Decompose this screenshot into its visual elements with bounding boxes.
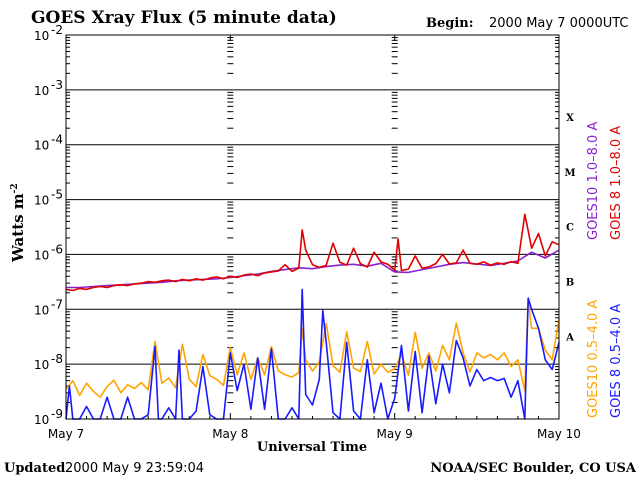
x-tick-label: May 7 (48, 427, 84, 441)
y-tick-exponent: -8 (51, 352, 63, 366)
series-line (65, 288, 560, 420)
flare-class-label: X (566, 113, 574, 124)
flare-class-label: A (565, 332, 574, 343)
legend-entry: GOES10 1.0–8.0 A (586, 122, 601, 240)
y-tick-exponent: -6 (51, 242, 63, 256)
x-tick-label: May 8 (212, 427, 248, 441)
flare-class-label: B (566, 278, 574, 289)
begin-value: 2000 May 7 0000UTC (489, 16, 628, 31)
flare-class-label: C (566, 223, 574, 234)
y-tick-base: 10 (34, 194, 49, 208)
y-tick-exponent: -4 (51, 133, 63, 147)
series-line (66, 249, 560, 289)
y-tick-exponent: -5 (51, 188, 63, 202)
y-tick-base: 10 (34, 358, 49, 372)
flare-class-label: M (564, 168, 575, 179)
x-tick-labels: May 7 May 8 May 9 May 10 (48, 427, 581, 441)
y-tick-labels: 10-210-310-410-510-610-710-810-9 (34, 23, 63, 427)
x-tick-label: May 10 (537, 427, 581, 441)
x-tick-label: May 9 (377, 427, 413, 441)
flare-class-labels: X M C B A (564, 113, 575, 343)
grid-lines (66, 34, 559, 420)
series-line (65, 298, 560, 399)
y-tick-base: 10 (34, 303, 49, 317)
plot-frame (65, 34, 560, 420)
begin-label: Begin: (426, 16, 474, 31)
legend-entry: GOES 8 0.5–4.0 A (609, 304, 624, 418)
y-tick-exponent: -7 (51, 297, 63, 311)
y-tick-base: 10 (34, 29, 49, 43)
legend-entry: GOES10 0.5–4.0 A (586, 300, 601, 418)
x-axis-label: Universal Time (257, 440, 367, 455)
y-tick-base: 10 (34, 139, 49, 153)
y-tick-exponent: -9 (51, 407, 63, 421)
series-lines (65, 213, 560, 420)
y-axis-label-exponent: -2 (10, 183, 20, 193)
minor-ticks (66, 35, 559, 419)
updated-value: 2000 May 9 23:59:04 (65, 461, 204, 476)
y-tick-base: 10 (34, 413, 49, 427)
y-tick-exponent: -2 (51, 23, 63, 37)
y-axis-label: Watts m-2 (9, 183, 27, 263)
y-axis-label-text: Watts m (9, 193, 27, 263)
updated-label: Updated (4, 461, 65, 476)
chart-title: GOES Xray Flux (5 minute data) (31, 8, 337, 28)
legend: GOES10 1.0–8.0 A GOES 8 1.0–8.0 A GOES10 0… (586, 122, 624, 418)
series-line (65, 213, 560, 292)
y-tick-base: 10 (34, 84, 49, 98)
y-tick-base: 10 (34, 248, 49, 262)
legend-entry: GOES 8 1.0–8.0 A (609, 126, 624, 240)
y-tick-exponent: -3 (51, 78, 63, 92)
credit: NOAA/SEC Boulder, CO USA (430, 461, 637, 476)
